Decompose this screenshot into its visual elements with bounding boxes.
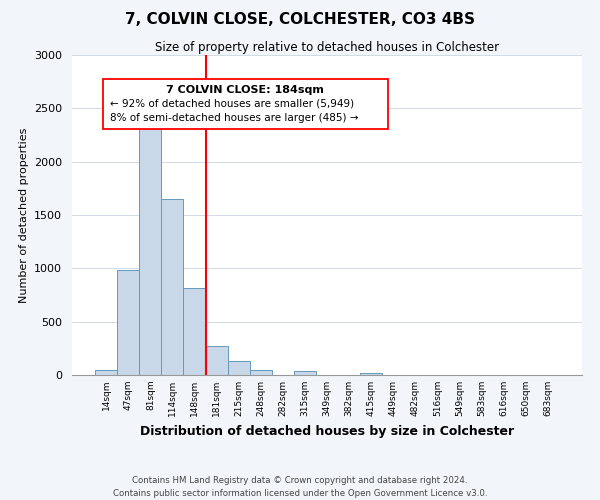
Bar	[360, 374, 382, 375]
FancyBboxPatch shape	[103, 79, 388, 128]
Text: ← 92% of detached houses are smaller (5,949): ← 92% of detached houses are smaller (5,…	[110, 99, 355, 109]
Title: Size of property relative to detached houses in Colchester: Size of property relative to detached ho…	[155, 41, 499, 54]
Bar	[184, 288, 206, 375]
Bar	[206, 346, 227, 375]
Text: 8% of semi-detached houses are larger (485) →: 8% of semi-detached houses are larger (4…	[110, 112, 359, 122]
Bar	[250, 370, 272, 375]
Bar	[294, 370, 316, 375]
Y-axis label: Number of detached properties: Number of detached properties	[19, 128, 29, 302]
Bar	[227, 361, 250, 375]
Text: Contains HM Land Registry data © Crown copyright and database right 2024.
Contai: Contains HM Land Registry data © Crown c…	[113, 476, 487, 498]
Bar	[95, 370, 117, 375]
Bar	[117, 270, 139, 375]
X-axis label: Distribution of detached houses by size in Colchester: Distribution of detached houses by size …	[140, 424, 514, 438]
Text: 7, COLVIN CLOSE, COLCHESTER, CO3 4BS: 7, COLVIN CLOSE, COLCHESTER, CO3 4BS	[125, 12, 475, 28]
Bar	[139, 112, 161, 375]
Text: 7 COLVIN CLOSE: 184sqm: 7 COLVIN CLOSE: 184sqm	[166, 85, 325, 95]
Bar	[161, 199, 184, 375]
